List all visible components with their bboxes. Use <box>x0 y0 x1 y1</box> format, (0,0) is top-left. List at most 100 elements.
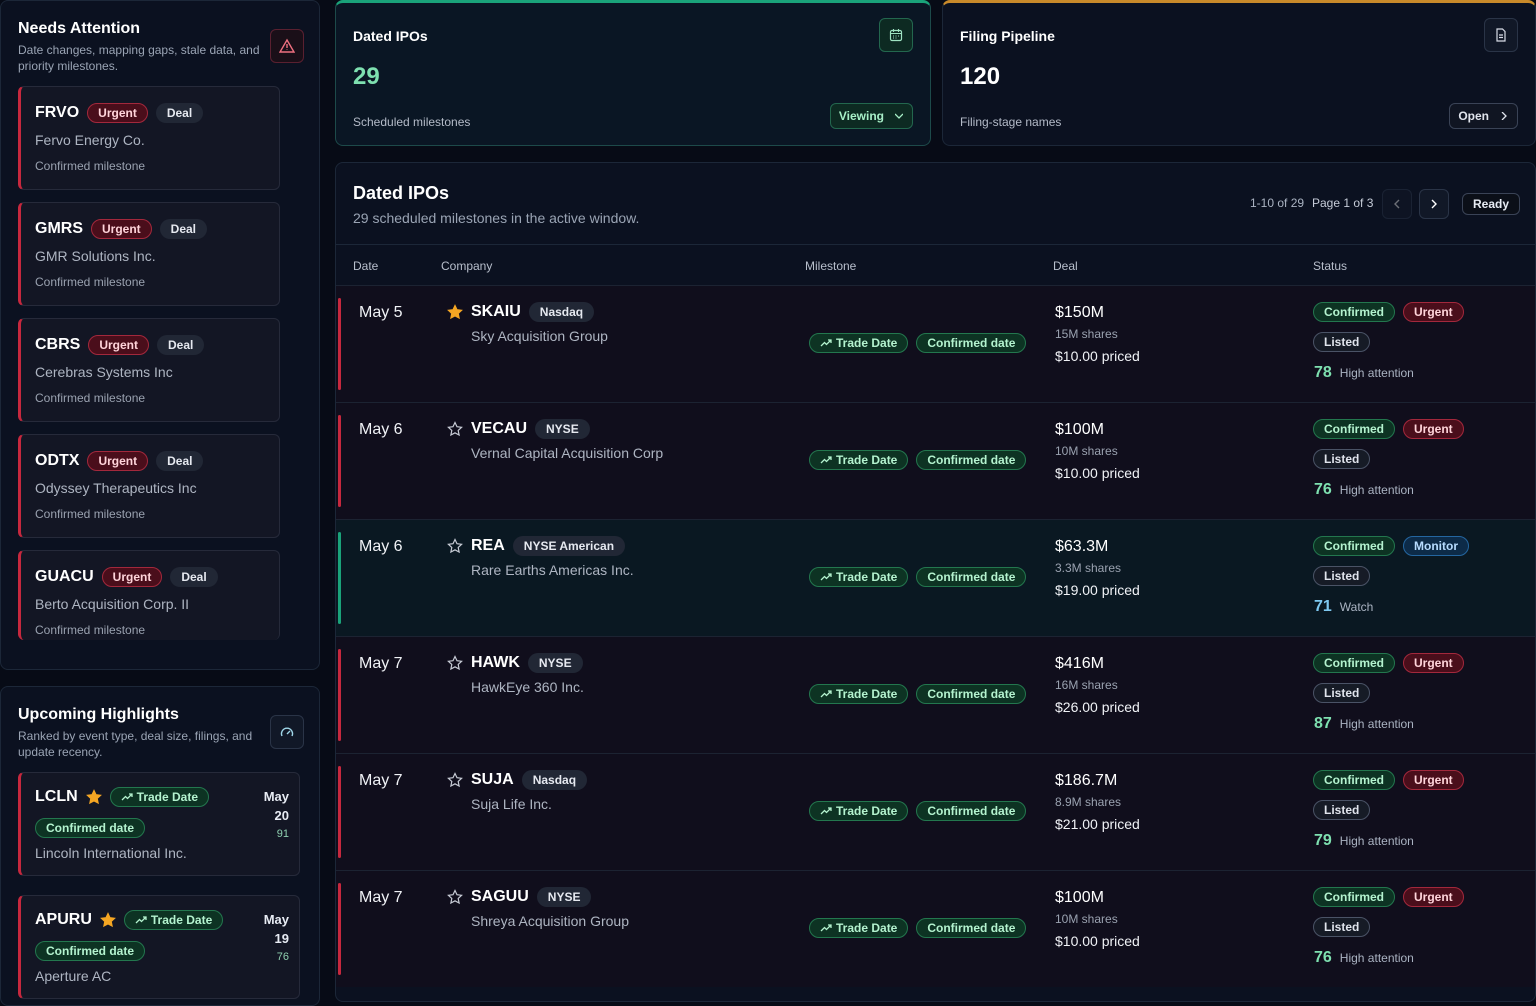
note: Confirmed milestone <box>35 275 146 289</box>
card-button[interactable]: Open <box>1449 103 1518 129</box>
company: Odyssey Therapeutics Inc <box>35 480 197 496</box>
column-header: Milestone <box>805 259 857 273</box>
score: 87 <box>1314 715 1332 732</box>
star[interactable] <box>447 538 463 554</box>
title: Upcoming Highlights <box>18 706 179 723</box>
badge: Confirmed date <box>916 450 1027 470</box>
badge: Confirmed date <box>916 918 1027 938</box>
badge: Confirmed <box>1313 653 1395 673</box>
highlight-card[interactable]: LCLN Trade Date Confirmed date Lincoln Inte… <box>18 772 300 876</box>
attention-card[interactable]: FRVO Urgent Deal Fervo Energy Co. Confirmed … <box>18 86 280 190</box>
note: Confirmed milestone <box>35 623 146 637</box>
badge: Trade Date <box>809 333 909 353</box>
gauge-button[interactable] <box>270 715 304 749</box>
milestones: Trade Date Confirmed date <box>809 450 1027 470</box>
card-head: APURU Trade Date <box>35 910 224 930</box>
company: Aperture AC <box>35 968 112 984</box>
star[interactable] <box>447 304 463 320</box>
listing: Listed <box>1313 917 1371 937</box>
company-head: SAGUU NYSE <box>447 887 592 907</box>
price: $10.00 priced <box>1055 348 1140 364</box>
card-value: 29 <box>353 63 380 90</box>
company: Suja Life Inc. <box>471 796 552 812</box>
alert-button[interactable] <box>270 29 304 63</box>
day: 20 <box>274 808 289 823</box>
table-row[interactable]: May 6 VECAU NYSE Vernal Capital Acquisition… <box>336 402 1535 519</box>
badge: Listed <box>1313 566 1371 586</box>
score: 79 <box>1314 832 1332 849</box>
amount: $63.3M <box>1055 538 1109 555</box>
star[interactable] <box>447 655 463 671</box>
score-row: 79 High attention <box>1314 832 1414 850</box>
score: 76 <box>1314 949 1332 966</box>
amount: $100M <box>1055 889 1104 906</box>
badge: Trade Date <box>123 910 224 930</box>
attention-card[interactable]: CBRS Urgent Deal Cerebras Systems Inc Confir… <box>18 318 280 422</box>
date: May 7 <box>359 772 403 789</box>
star[interactable] <box>447 889 463 905</box>
company-head: HAWK NYSE <box>447 653 583 673</box>
icon-button[interactable] <box>1484 18 1518 52</box>
listing: Listed <box>1313 683 1371 703</box>
table-row[interactable]: May 7 SAGUU NYSE Shreya Acquisition Group Tr… <box>336 870 1535 987</box>
listing: Listed <box>1313 449 1371 469</box>
card-head: ODTX Urgent Deal <box>35 451 204 471</box>
company-head: SKAIU Nasdaq <box>447 302 595 322</box>
badge: Deal <box>170 567 218 587</box>
milestones: Trade Date Confirmed date <box>809 918 1027 938</box>
highlight-card[interactable]: APURU Trade Date Confirmed date Aperture AC… <box>18 895 300 999</box>
company: Shreya Acquisition Group <box>471 913 629 929</box>
listing: Listed <box>1313 332 1371 352</box>
score: 78 <box>1314 364 1332 381</box>
summary-card: Dated IPOs 29 Scheduled milestones Viewing <box>335 0 931 146</box>
ticker: SKAIU <box>471 303 521 320</box>
priority: Watch <box>1339 600 1374 614</box>
card-button[interactable]: Viewing <box>829 103 913 129</box>
star[interactable] <box>447 772 463 788</box>
milestones: Trade Date Confirmed date <box>809 333 1027 353</box>
badge: Confirmed <box>1313 887 1395 907</box>
listing: Listed <box>1313 566 1371 586</box>
badge: Urgent <box>1403 419 1464 439</box>
table-row[interactable]: May 7 SUJA Nasdaq Suja Life Inc. Trade Date C… <box>336 753 1535 870</box>
badge: Nasdaq <box>521 770 588 790</box>
prev-button[interactable] <box>1382 189 1412 219</box>
shares: 3.3M shares <box>1055 561 1122 575</box>
badge: Urgent <box>101 567 163 587</box>
table-row[interactable]: May 5 SKAIU Nasdaq Sky Acquisition Group Tra… <box>336 285 1535 402</box>
ticker: VECAU <box>471 420 528 437</box>
badge: NYSE American <box>512 536 626 556</box>
badge: Urgent <box>1403 653 1464 673</box>
badge: Listed <box>1313 332 1371 352</box>
badge: Trade Date <box>809 801 909 821</box>
statuses: Confirmed Urgent <box>1313 302 1464 322</box>
company: Sky Acquisition Group <box>471 328 608 344</box>
icon-button[interactable] <box>879 18 913 52</box>
attention-card[interactable]: ODTX Urgent Deal Odyssey Therapeutics Inc Co… <box>18 434 280 538</box>
next-button[interactable] <box>1419 189 1449 219</box>
ticker: REA <box>471 537 505 554</box>
subtitle: Ranked by event type, deal size, filings… <box>18 729 253 759</box>
attention-card[interactable]: GUACU Urgent Deal Berto Acquisition Corp. I… <box>18 550 280 640</box>
score: 91 <box>276 828 289 840</box>
highlights-panel: Upcoming Highlights Ranked by event type… <box>0 686 320 1006</box>
header-row: Date Company Milestone Deal Status <box>336 244 1535 286</box>
shares: 8.9M shares <box>1055 795 1122 809</box>
statuses: Confirmed Urgent <box>1313 419 1464 439</box>
date: May 6 <box>359 421 403 438</box>
badge: Listed <box>1313 449 1371 469</box>
milestones: Trade Date Confirmed date <box>809 567 1027 587</box>
subtitle: 29 scheduled milestones in the active wi… <box>353 210 640 226</box>
attention-card[interactable]: GMRS Urgent Deal GMR Solutions Inc. Confirme… <box>18 202 280 306</box>
score-row: 78 High attention <box>1314 364 1414 382</box>
table-row[interactable]: May 7 HAWK NYSE HawkEye 360 Inc. Trade Date C… <box>336 636 1535 753</box>
ticker: GMRS <box>35 220 83 237</box>
company: Vernal Capital Acquisition Corp <box>471 445 664 461</box>
badge: Urgent <box>1403 770 1464 790</box>
company: Rare Earths Americas Inc. <box>471 562 634 578</box>
rows: May 5 SKAIU Nasdaq Sky Acquisition Group Tra… <box>336 285 1535 1001</box>
ticker: CBRS <box>35 336 81 353</box>
star[interactable] <box>447 421 463 437</box>
badge: Trade Date <box>109 787 210 807</box>
table-row[interactable]: May 6 REA NYSE American Rare Earths America… <box>336 519 1535 636</box>
